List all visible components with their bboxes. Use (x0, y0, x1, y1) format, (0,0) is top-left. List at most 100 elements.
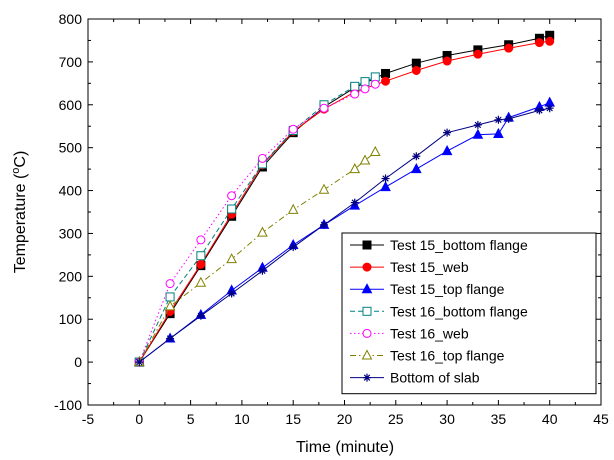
y-tick-label: 700 (59, 54, 83, 70)
data-point (534, 38, 544, 48)
y-tick-label: 400 (59, 183, 83, 199)
y-tick-label: 200 (59, 268, 83, 284)
y-axis-title-suffix: C) (12, 151, 29, 168)
data-point (257, 153, 267, 163)
data-point (349, 163, 361, 174)
data-point (472, 128, 484, 139)
data-point (196, 311, 205, 320)
series-line (138, 151, 376, 363)
legend-marker (361, 283, 373, 294)
data-point (504, 43, 514, 53)
x-tick-label: 25 (388, 411, 404, 427)
legend-entry: Test 15_top flange (350, 281, 505, 297)
data-point (410, 163, 422, 174)
series-7 (135, 104, 554, 367)
data-point (166, 334, 175, 343)
x-tick-label: 40 (542, 411, 558, 427)
data-point (196, 259, 206, 269)
legend-label: Test 15_web (390, 259, 469, 275)
data-point (360, 84, 370, 94)
data-point (504, 114, 513, 123)
data-point (350, 198, 359, 207)
y-axis-title: Temperature (oC) (10, 151, 29, 274)
data-point (165, 292, 175, 302)
data-point (494, 115, 503, 124)
data-point (135, 358, 144, 367)
data-point (411, 65, 421, 75)
series-layer (133, 30, 556, 367)
data-point (257, 226, 268, 237)
legend-entry: Test 16_top flange (350, 348, 505, 364)
data-point (535, 106, 544, 115)
legend-marker (363, 373, 371, 382)
series-6 (133, 145, 381, 367)
series-5 (134, 79, 380, 367)
data-point (442, 56, 452, 66)
x-tick-label: 0 (135, 411, 143, 427)
legend-entry: Bottom of slab (350, 370, 480, 386)
legend-marker (361, 349, 373, 360)
data-point (289, 243, 298, 252)
x-tick-label: 45 (593, 411, 609, 427)
legend-entry: Test 15_web (350, 259, 469, 275)
data-point (195, 276, 207, 287)
y-tick-label: 100 (59, 311, 83, 327)
data-point (165, 279, 175, 289)
y-axis-title-prefix: Temperature ( (12, 173, 29, 273)
data-point (443, 128, 452, 137)
series-line (138, 76, 376, 363)
data-point (196, 251, 206, 261)
legend: Test 15_bottom flange Test 15_web Test 15_… (341, 232, 597, 395)
data-point (226, 253, 237, 264)
x-tick-label: 15 (285, 411, 301, 427)
y-tick-label: 500 (59, 140, 83, 156)
series-line (138, 107, 550, 363)
data-point (545, 36, 555, 46)
series-line (138, 83, 376, 363)
data-point (473, 120, 482, 129)
legend-label: Test 16_web (390, 325, 469, 341)
data-point (493, 127, 504, 138)
y-tick-label: 300 (59, 225, 83, 241)
data-point (227, 191, 237, 201)
data-point (164, 300, 176, 311)
legend-label: Test 16_top flange (390, 348, 505, 364)
x-tick-label: 35 (491, 411, 507, 427)
data-point (381, 76, 391, 86)
x-axis-title: Time (minute) (296, 439, 394, 456)
data-point (318, 183, 330, 194)
series-line (138, 102, 550, 363)
data-point (258, 266, 267, 275)
data-point (227, 204, 237, 214)
x-tick-label: 5 (187, 411, 195, 427)
legend-label: Bottom of slab (390, 370, 480, 386)
y-axis-title-superscript: o (10, 168, 22, 174)
data-point (287, 203, 299, 214)
y-tick-label: 600 (59, 97, 83, 113)
data-point (227, 289, 236, 298)
data-point (370, 79, 380, 89)
x-tick-label: 10 (234, 411, 250, 427)
data-point (381, 68, 391, 78)
data-point (473, 49, 483, 59)
data-point (288, 124, 298, 134)
legend-entry: Test 16_web (350, 325, 469, 341)
x-tick-label: 20 (337, 411, 353, 427)
x-tick-label: 30 (439, 411, 455, 427)
axis-ticks: -5 0 5 10 15 20 25 30 35 40 45 -100 0 100 200 300 400 500… (54, 11, 609, 427)
data-point (319, 103, 329, 113)
data-point (412, 152, 421, 161)
data-point (380, 181, 391, 192)
legend-marker (362, 328, 372, 338)
y-tick-label: 800 (59, 11, 83, 27)
x-tick-label: -5 (82, 411, 95, 427)
data-point (441, 145, 453, 156)
data-point (545, 104, 554, 113)
legend-entry: Test 16_bottom flange (350, 303, 528, 319)
data-point (369, 145, 381, 156)
data-point (196, 235, 206, 245)
data-point (319, 220, 328, 229)
legend-label: Test 15_top flange (390, 281, 505, 297)
data-point (359, 154, 371, 165)
